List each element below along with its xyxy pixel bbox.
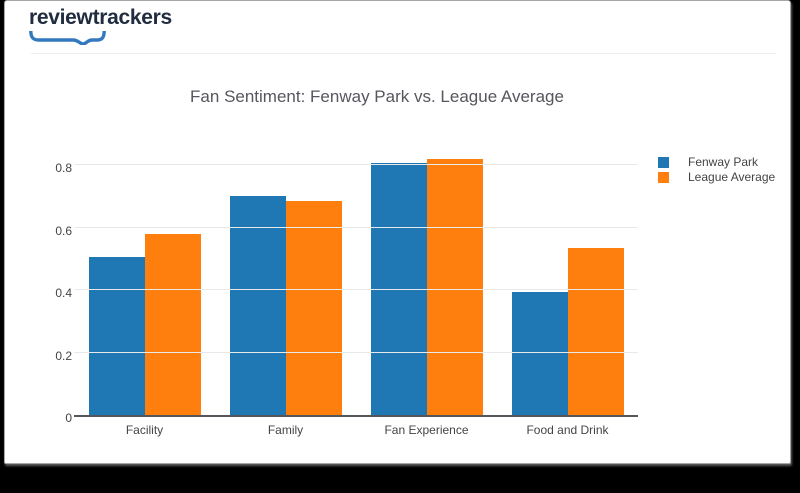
y-tick-label: 0.4: [55, 286, 72, 300]
x-tick-label-family: Family: [267, 423, 304, 437]
bar-fenway-park-food-and-drink: [511, 291, 568, 415]
legend-swatch-fenway-park: [658, 156, 669, 168]
x-axis-labels: Facility Family Fan Experience Food and Dri…: [74, 423, 638, 437]
y-tick-label: 0.6: [55, 223, 72, 238]
bar-group-fan-experience: [356, 142, 497, 415]
gridline: [74, 226, 638, 228]
y-axis-labels: 0 0.2 0.4 0.6 0.8: [5, 142, 72, 425]
bar-league-average-facility: [144, 233, 201, 415]
bar-fenway-park-family: [229, 196, 286, 415]
plot-area: [74, 142, 638, 417]
y-tick-label: 0.8: [55, 161, 72, 175]
bar-group-facility: [74, 142, 215, 415]
y-tick-label: 0.2: [55, 348, 72, 363]
header-divider: [31, 53, 776, 54]
legend: Fenway Park League Average: [658, 156, 775, 186]
legend-item-league-average[interactable]: League Average: [658, 171, 775, 183]
x-tick-label-food-and-drink: Food and Drink: [526, 423, 609, 437]
gridline: [74, 289, 638, 290]
logo-text: reviewtrackers: [29, 6, 172, 29]
legend-swatch-league-average: [658, 171, 669, 183]
legend-item-fenway-park[interactable]: Fenway Park: [658, 156, 775, 168]
bar-league-average-fan-experience: [426, 158, 483, 415]
x-tick-label-facility: Facility: [125, 423, 164, 437]
gridline: [74, 164, 638, 165]
legend-label: Fenway Park: [688, 155, 759, 169]
chart-title: Fan Sentiment: Fenway Park vs. League Av…: [190, 87, 564, 106]
bar-league-average-family: [285, 200, 342, 415]
bar-group-family: [215, 142, 356, 415]
logo[interactable]: reviewtrackers: [29, 6, 172, 45]
x-tick-label-fan-experience: Fan Experience: [384, 423, 469, 437]
bar-league-average-food-and-drink: [567, 247, 624, 415]
speech-bubble-bracket-icon: [29, 31, 106, 45]
legend-label: League Average: [688, 170, 776, 184]
chart-card: reviewtrackers Fan Sentiment: Fenway Par…: [4, 0, 791, 464]
bars-container: [74, 142, 638, 415]
y-tick-label: 0: [65, 411, 72, 425]
bar-group-food-and-drink: [497, 142, 638, 415]
bar-fenway-park-facility: [88, 257, 145, 415]
gridline: [74, 351, 638, 353]
